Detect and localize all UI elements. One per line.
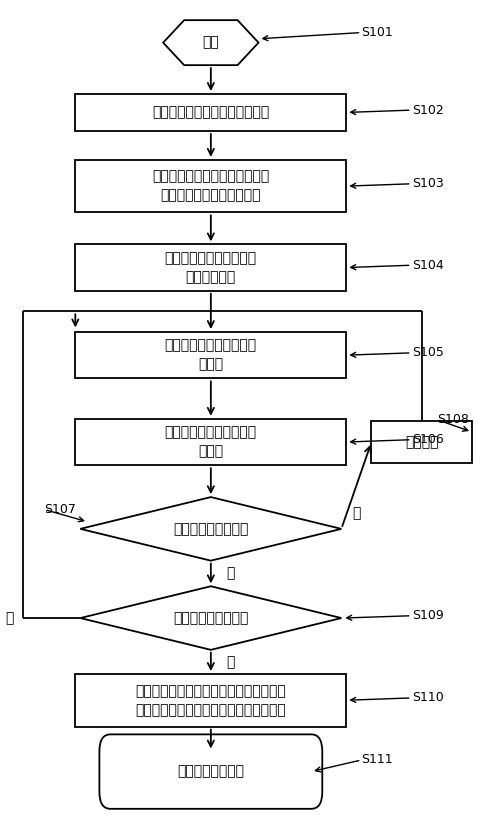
Text: 否: 否 — [6, 611, 14, 625]
Text: 开始: 开始 — [202, 35, 219, 49]
Text: S103: S103 — [411, 178, 442, 190]
FancyBboxPatch shape — [371, 421, 471, 464]
Text: S110: S110 — [411, 691, 442, 704]
Text: 循环次数达到设定值: 循环次数达到设定值 — [173, 522, 248, 536]
FancyBboxPatch shape — [75, 94, 346, 131]
Text: 是: 是 — [225, 655, 234, 669]
Text: S106: S106 — [411, 433, 442, 446]
FancyBboxPatch shape — [75, 159, 346, 212]
FancyBboxPatch shape — [99, 734, 322, 809]
Text: 否: 否 — [225, 566, 234, 580]
Polygon shape — [80, 586, 341, 650]
FancyBboxPatch shape — [75, 674, 346, 727]
Text: S101: S101 — [361, 26, 392, 39]
Text: 基于最小坡度约束对管网
进行坡度调整: 基于最小坡度约束对管网 进行坡度调整 — [164, 251, 257, 284]
Text: S102: S102 — [411, 104, 442, 117]
Polygon shape — [80, 497, 341, 561]
Text: 输出各管道参数：管径，坡度，检查井内
底标高，管道起、终点标高，地面高程。: 输出各管道参数：管径，坡度，检查井内 底标高，管道起、终点标高，地面高程。 — [135, 684, 286, 717]
Text: 管径流速均满足要求: 管径流速均满足要求 — [173, 611, 248, 625]
Text: S105: S105 — [411, 346, 442, 359]
Text: 管径和埋深赋初始值，计算检查
井的初值和管道的初始坡度: 管径和埋深赋初始值，计算检查 井的初值和管道的初始坡度 — [152, 169, 269, 202]
Text: S104: S104 — [411, 259, 442, 272]
FancyBboxPatch shape — [75, 244, 346, 291]
Text: 雨水管网设计完成: 雨水管网设计完成 — [177, 764, 244, 778]
Text: 优化调整坡度，更新各管
道参数: 优化调整坡度，更新各管 道参数 — [164, 426, 257, 459]
Text: S108: S108 — [436, 413, 467, 426]
FancyBboxPatch shape — [75, 332, 346, 378]
Text: S109: S109 — [411, 609, 442, 622]
Text: S111: S111 — [361, 754, 392, 766]
FancyBboxPatch shape — [75, 418, 346, 465]
Text: 获取已定线管网的相关设计参数: 获取已定线管网的相关设计参数 — [152, 105, 269, 119]
Polygon shape — [163, 21, 258, 65]
Text: 是: 是 — [352, 506, 360, 520]
Text: 优化调整管径，更新各管
道参数: 优化调整管径，更新各管 道参数 — [164, 339, 257, 372]
Text: S107: S107 — [44, 503, 76, 516]
Text: 手工调整: 手工调整 — [404, 435, 437, 449]
